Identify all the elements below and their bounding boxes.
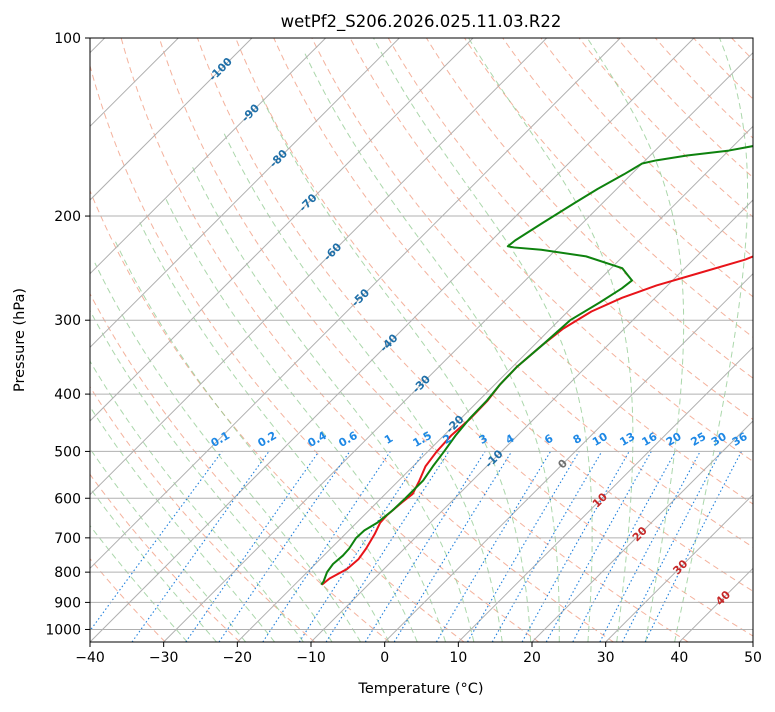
x-tick-label: −40: [75, 650, 105, 666]
x-tick-label: 10: [449, 650, 467, 666]
x-axis: −40 −30 −20 −10 0 10 20 30 40 50: [75, 642, 762, 666]
dry-adiabat-line: [90, 189, 465, 642]
temperature-line: [321, 255, 753, 586]
moist-adiabat-line: [90, 405, 276, 642]
moist-adiabat-line: [303, 50, 560, 642]
y-tick-label: 200: [54, 209, 81, 225]
isotherm-line: [457, 346, 753, 642]
mixing-ratio-line: [218, 451, 351, 642]
mixing-ratio-line: [572, 451, 677, 642]
moist-adiabat-line: [373, 38, 593, 642]
isotherm-line: [605, 493, 753, 642]
x-tick-label: −20: [223, 650, 253, 666]
x-tick-label: −30: [149, 650, 179, 666]
mixing-ratio-line: [298, 451, 425, 642]
chart-title: wetPf2_S206.2026.025.11.03.R22: [281, 12, 562, 32]
mixing-ratio-line: [262, 451, 391, 642]
y-tick-label: 500: [54, 444, 81, 460]
dry-adiabat-line: [540, 38, 753, 258]
dry-adiabat-line: [502, 38, 753, 298]
mixing-ratio-line: [644, 451, 742, 642]
y-tick-label: 700: [54, 531, 81, 547]
y-tick-label: 900: [54, 595, 81, 611]
isotherm-line: [90, 38, 400, 349]
dry-adiabat-line: [616, 38, 753, 179]
moist-adiabat-line: [90, 487, 217, 642]
dry-adiabat-line: [273, 38, 753, 548]
data-lines: [320, 145, 753, 586]
moist-adiabat-line: [94, 262, 361, 642]
moist-adiabat-line: [674, 38, 749, 642]
moist-adiabat-line: [90, 309, 333, 642]
x-tick-label: −10: [296, 650, 326, 666]
mixing-ratio-line: [545, 451, 652, 642]
y-tick-label: 400: [54, 387, 81, 403]
mixing-ratio-line: [393, 451, 513, 642]
isotherm-line: [236, 125, 753, 642]
dry-adiabat-line: [90, 292, 390, 642]
y-tick-label: 100: [54, 31, 81, 47]
isotherm-line: [531, 420, 753, 642]
x-tick-label: 40: [670, 650, 688, 666]
mixing-ratio-line: [325, 451, 450, 642]
dry-adiabat-line: [90, 385, 316, 642]
x-tick-label: 0: [380, 650, 389, 666]
mixing-ratio-line: [185, 451, 320, 642]
dewpoint-line: [320, 145, 753, 586]
y-axis-label: Pressure (hPa): [12, 288, 28, 392]
dry-adiabat-line: [387, 38, 753, 421]
y-axis: 100 200 300 400 500 600 700 800 900 1000: [45, 31, 90, 638]
isotherm-line: [310, 199, 753, 642]
x-tick-label: 30: [597, 650, 615, 666]
moist-adiabat-line: [90, 524, 188, 642]
isotherm-line: [90, 38, 621, 570]
isotherm-line: [90, 38, 695, 642]
y-tick-label: 800: [54, 565, 81, 581]
moist-adiabat-line: [90, 360, 304, 642]
x-axis-label: Temperature (°C): [357, 681, 483, 697]
moist-adiabat-line: [114, 240, 390, 642]
mixing-ratio-line: [521, 451, 630, 642]
moist-adiabat-line: [260, 95, 532, 642]
y-tick-label: 1000: [45, 622, 81, 638]
isotherm-line: [90, 38, 253, 201]
y-tick-label: 600: [54, 491, 81, 507]
dry-adiabat-line: [90, 64, 540, 642]
isotherm-line: [90, 38, 327, 275]
isotherm-line: [384, 272, 753, 642]
x-tick-label: 50: [744, 650, 762, 666]
isotherm-line: [90, 38, 548, 496]
mixing-ratio-line: [131, 451, 270, 642]
mixing-ratio-line: [90, 451, 223, 632]
y-tick-label: 300: [54, 313, 81, 329]
background-lines: [90, 38, 753, 642]
dry-adiabat-line: [425, 38, 753, 379]
moist-adiabat-line: [139, 222, 418, 642]
dry-adiabat-line: [311, 38, 753, 505]
plot-frame: [89, 37, 754, 643]
dry-adiabat-line: [158, 38, 689, 642]
dry-adiabat-line: [197, 38, 753, 637]
moist-adiabat-line: [164, 195, 447, 642]
moist-adiabat-line: [191, 166, 475, 642]
dry-adiabat-line: [235, 38, 753, 592]
moist-adiabat-line: [90, 447, 247, 642]
dry-adiabat-line: [120, 38, 614, 642]
isotherm-line: [163, 51, 753, 642]
mixing-ratio-line: [621, 451, 722, 642]
isotherm-line: [90, 38, 474, 422]
x-tick-label: 20: [523, 650, 541, 666]
moist-adiabat-line: [586, 38, 685, 642]
